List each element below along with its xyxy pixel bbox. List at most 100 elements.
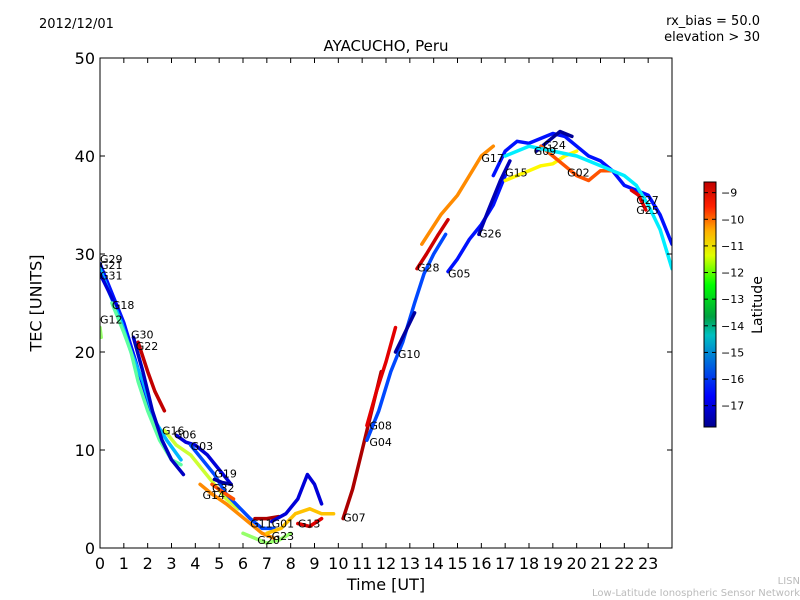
label-G31: G31 <box>100 270 123 283</box>
x-tick-label: 13 <box>400 554 420 573</box>
x-tick-label: 2 <box>143 554 153 573</box>
label-G24: G24 <box>543 139 566 152</box>
x-tick-label: 23 <box>638 554 658 573</box>
x-tick-label: 6 <box>238 554 248 573</box>
parameters-box: rx_bias = 50.0 elevation > 30 <box>664 14 760 46</box>
elevation-label: elevation > 30 <box>664 30 760 45</box>
series-G30 <box>131 335 186 477</box>
label-G26: G26 <box>479 227 502 240</box>
label-G15: G15 <box>505 167 528 180</box>
label-G10: G10 <box>398 348 421 361</box>
label-G32: G32 <box>212 482 235 495</box>
colorbar-tick-label: −14 <box>721 320 744 333</box>
label-G11: G11 <box>250 518 273 531</box>
series-G10 <box>393 311 417 354</box>
rx-bias-label: rx_bias = 50.0 <box>666 14 760 29</box>
x-tick-label: 18 <box>519 554 539 573</box>
label-G30: G30 <box>131 328 154 341</box>
y-tick-label: 30 <box>75 245 95 264</box>
x-tick-label: 22 <box>614 554 634 573</box>
colorbar-label: Latitude <box>750 276 766 334</box>
series-G23 <box>265 507 336 536</box>
x-tick-label: 10 <box>328 554 348 573</box>
series-layer <box>100 129 672 545</box>
x-tick-label: 0 <box>95 554 105 573</box>
colorbar-tick-label: −12 <box>721 267 744 280</box>
axes: 0 1 2 3 4 5 6 7 8 9 10 11 12 13 14 15 16 17 18 19 20 21 22 2301… <box>75 49 672 573</box>
label-G09: G09 <box>534 145 557 158</box>
label-G19: G19 <box>214 468 237 481</box>
series-G22 <box>136 340 167 413</box>
y-tick-label: 20 <box>75 343 95 362</box>
x-tick-label: 5 <box>214 554 224 573</box>
label-G07: G07 <box>343 512 366 525</box>
series-G28 <box>415 217 450 271</box>
series-G27 <box>503 144 672 271</box>
series-G15 <box>503 149 579 183</box>
label-G13: G13 <box>298 518 321 531</box>
series-G19 <box>212 477 233 487</box>
series-G03 <box>188 443 276 531</box>
colorbar-tick-label: −16 <box>721 373 744 386</box>
label-G28: G28 <box>417 262 440 275</box>
colorbar: −9 −10 −11 −12 −13 −14 −15 −16 −17 Latitude <box>703 181 766 428</box>
series-G31 <box>100 271 119 310</box>
plot-frame <box>99 57 673 549</box>
series-G25 <box>629 188 648 212</box>
label-G05: G05 <box>448 268 471 281</box>
series-G13 <box>296 516 324 529</box>
colorbar-tick-label: −9 <box>721 187 737 200</box>
label-G01: G01 <box>272 518 295 531</box>
label-G29: G29 <box>100 253 123 266</box>
series-G06 <box>174 433 233 487</box>
label-G04: G04 <box>369 436 392 449</box>
x-tick-label: 1 <box>119 554 129 573</box>
label-G18: G18 <box>112 299 135 312</box>
x-tick-label: 21 <box>590 554 610 573</box>
y-tick-label: 40 <box>75 147 95 166</box>
label-G14: G14 <box>202 489 225 502</box>
label-G25: G25 <box>636 204 659 217</box>
x-tick-label: 9 <box>309 554 319 573</box>
date-label: 2012/12/01 <box>39 17 114 32</box>
x-tick-label: 12 <box>376 554 396 573</box>
y-tick-label: 50 <box>75 49 95 68</box>
x-tick-label: 14 <box>423 554 443 573</box>
y-tick-label: 10 <box>75 441 95 460</box>
x-tick-label: 15 <box>447 554 467 573</box>
x-tick-label: 8 <box>286 554 296 573</box>
label-G08: G08 <box>369 420 392 433</box>
label-G06: G06 <box>174 428 197 441</box>
series-G02 <box>539 144 615 183</box>
label-G17: G17 <box>481 152 504 165</box>
colorbar-gradient <box>703 181 717 428</box>
y-tick-label: 0 <box>85 539 95 558</box>
label-G16: G16 <box>162 424 185 437</box>
label-G02: G02 <box>567 167 590 180</box>
x-axis-label: Time [UT] <box>346 575 426 594</box>
colorbar-tick-label: −10 <box>721 213 744 226</box>
colorbar-tick-label: −13 <box>721 293 744 306</box>
series-G14 <box>198 482 276 540</box>
x-tick-label: 4 <box>190 554 200 573</box>
label-G20: G20 <box>257 534 280 547</box>
label-G12: G12 <box>100 314 123 327</box>
series-G11 <box>253 514 281 521</box>
label-G23: G23 <box>272 530 295 543</box>
x-tick-label: 16 <box>471 554 491 573</box>
series-G32 <box>210 482 236 501</box>
colorbar-tick-label: −17 <box>721 400 744 413</box>
x-tick-label: 11 <box>352 554 372 573</box>
x-tick-label: 20 <box>566 554 586 573</box>
label-G03: G03 <box>191 440 214 453</box>
series-G08 <box>365 325 398 428</box>
network-full-name: Low-Latitude Ionospheric Sensor Network <box>592 588 800 599</box>
label-G21: G21 <box>100 259 123 272</box>
network-short-name: LISN <box>777 576 800 587</box>
x-tick-label: 3 <box>166 554 176 573</box>
label-G27: G27 <box>636 194 659 207</box>
series-G17 <box>420 144 496 246</box>
series-G26 <box>477 159 512 237</box>
